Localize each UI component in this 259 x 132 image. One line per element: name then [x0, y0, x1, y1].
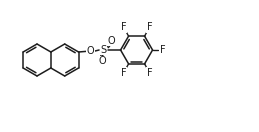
Text: O: O [87, 46, 94, 56]
Text: F: F [121, 22, 126, 32]
Text: F: F [160, 45, 166, 55]
Text: O: O [99, 56, 106, 66]
Text: S: S [100, 45, 107, 55]
Text: F: F [147, 22, 152, 32]
Text: O: O [108, 36, 115, 46]
Text: F: F [121, 68, 126, 78]
Text: F: F [147, 68, 152, 78]
